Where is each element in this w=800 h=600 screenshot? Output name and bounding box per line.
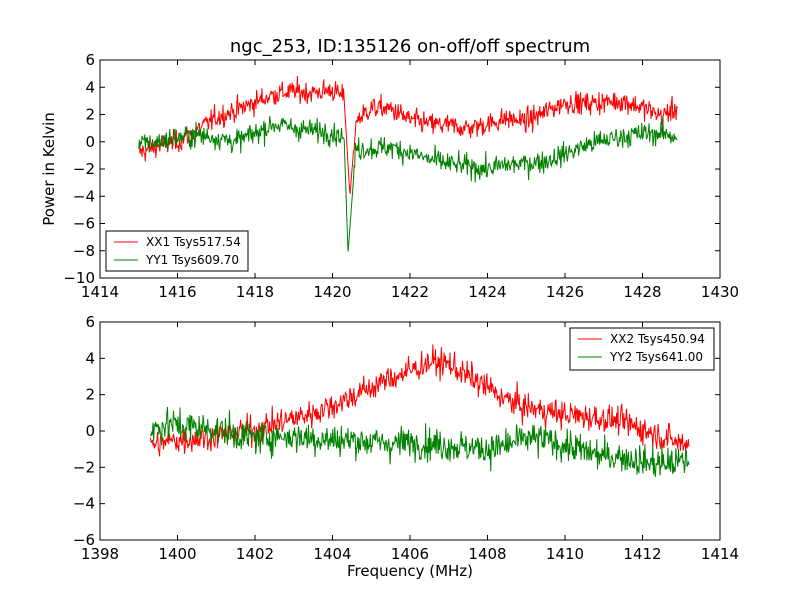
y-tick-label: 4 — [85, 349, 95, 367]
legend-box — [569, 327, 715, 371]
legend-entry: XX1 Tsys517.54 — [146, 235, 241, 249]
x-tick-label: 1414 — [81, 283, 119, 301]
y-tick-label: −4 — [73, 187, 95, 205]
x-tick-label: 1426 — [546, 283, 584, 301]
legend: XX1 Tsys517.54 YY1 Tsys609.70 — [105, 230, 249, 272]
x-axis-label: Frequency (MHz) — [347, 562, 473, 580]
x-tick-label: 1410 — [546, 545, 584, 563]
y-tick-label: 0 — [85, 133, 95, 151]
x-tick-label: 1418 — [236, 283, 274, 301]
x-tick-label: 1428 — [623, 283, 661, 301]
x-tick-label: 1414 — [701, 545, 739, 563]
x-tick-label: 1430 — [701, 283, 739, 301]
y-tick-label: −6 — [73, 215, 95, 233]
series-line-2 — [138, 115, 678, 252]
x-tick-label: 1406 — [391, 545, 429, 563]
y-tick-label: 2 — [85, 106, 95, 124]
y-tick-label: −10 — [63, 269, 95, 287]
y-tick-label: −2 — [73, 160, 95, 178]
y-tick-label: 6 — [85, 313, 95, 331]
x-tick-label: 1404 — [313, 545, 351, 563]
x-tick-label: 1424 — [468, 283, 506, 301]
x-tick-label: 1400 — [158, 545, 196, 563]
y-tick-label: 4 — [85, 78, 95, 96]
legend-entry: XX2 Tsys450.94 — [610, 332, 705, 346]
y-axis-label: Power in Kelvin — [40, 112, 58, 226]
legend-entry: YY1 Tsys609.70 — [145, 253, 239, 267]
bottom-subplot: 1398 1400 1402 1404 1406 1408 1410 1412 1414 6 4 2 0… — [73, 313, 739, 580]
legend-box — [105, 230, 249, 272]
figure-title: ngc_253, ID:135126 on-off/off spectrum — [230, 36, 590, 57]
x-tick-label: 1412 — [623, 545, 661, 563]
y-tick-label: 6 — [85, 51, 95, 69]
x-tick-label: 1420 — [313, 283, 351, 301]
x-tick-label: 1416 — [158, 283, 196, 301]
y-tick-label: 2 — [85, 386, 95, 404]
y-tick-label: −6 — [73, 531, 95, 549]
y-tick-label: −2 — [73, 458, 95, 476]
legend-entry: YY2 Tsys641.00 — [609, 350, 703, 364]
series-line-1 — [138, 76, 678, 194]
y-tick-label: −4 — [73, 495, 95, 513]
series-line-2 — [149, 406, 690, 477]
series-line-1 — [149, 344, 690, 457]
top-subplot: 1414 1416 1418 1420 1422 1424 1426 1428 1430 6 4 2 0… — [40, 51, 739, 301]
legend: XX2 Tsys450.94 YY2 Tsys641.00 — [569, 327, 715, 371]
y-tick-label: −8 — [73, 242, 95, 260]
x-tick-label: 1422 — [391, 283, 429, 301]
x-tick-label: 1402 — [236, 545, 274, 563]
x-tick-label: 1398 — [81, 545, 119, 563]
x-tick-label: 1408 — [468, 545, 506, 563]
y-tick-label: 0 — [85, 422, 95, 440]
